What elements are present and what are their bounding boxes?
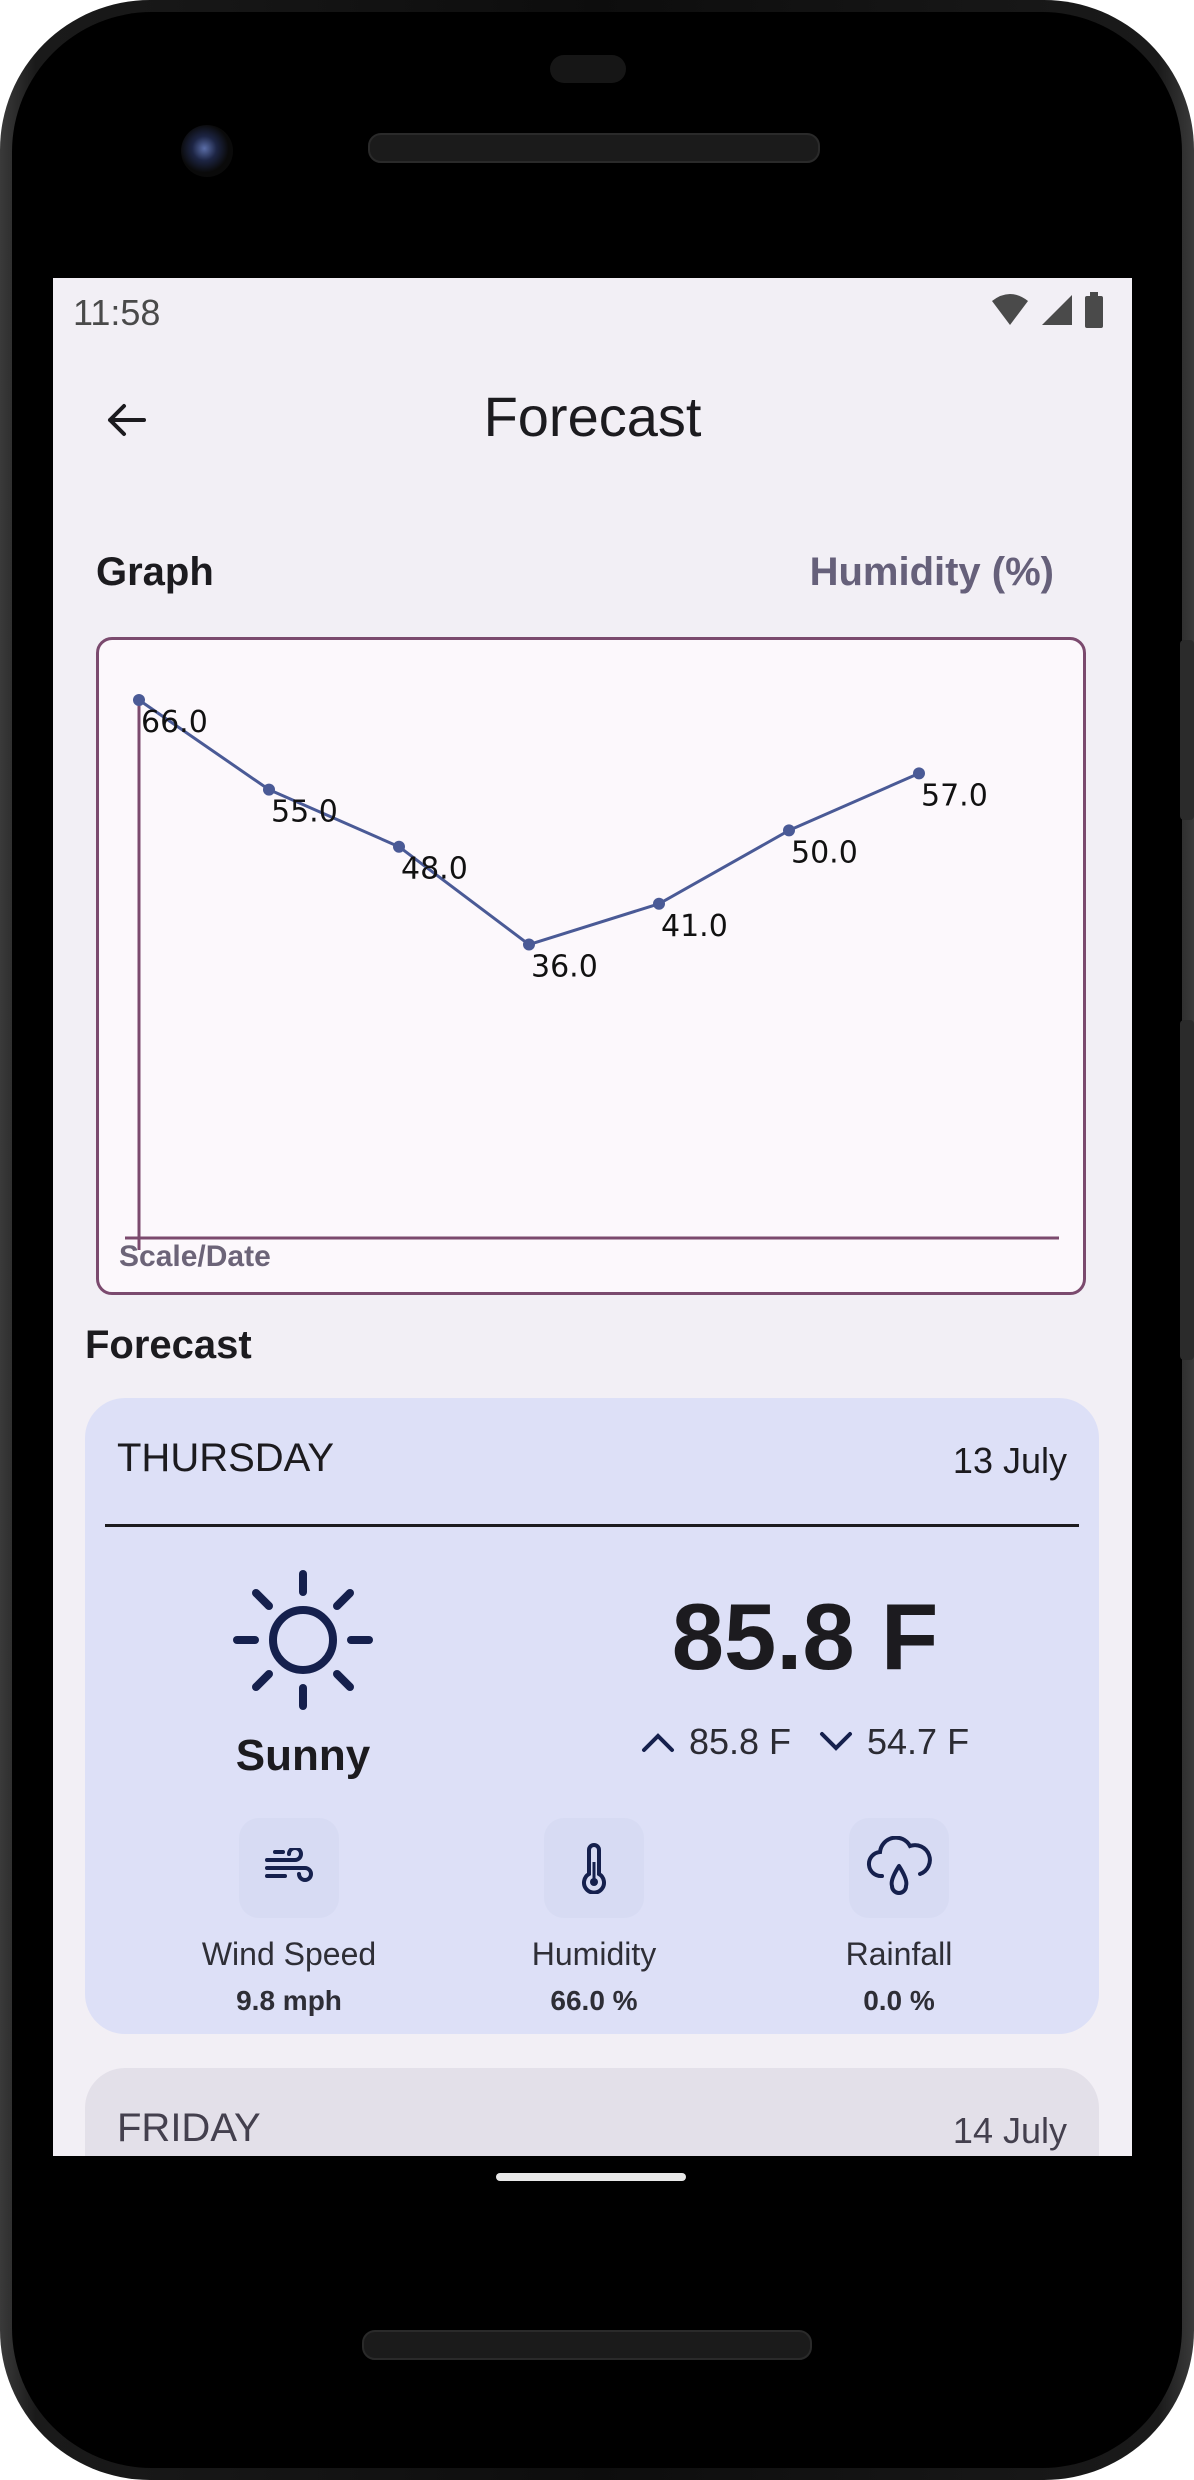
data-point xyxy=(133,694,145,706)
chart-canvas: 66.0 55.0 48.0 36.0 41.0 50.0 57.0 xyxy=(125,694,1059,1250)
page-title: Forecast xyxy=(483,385,702,448)
graph-label: Graph xyxy=(96,550,214,594)
stat-label: Humidity xyxy=(531,1936,657,1972)
card-date: 13 July xyxy=(952,1440,1067,1481)
stat-rainfall: Rainfall 0.0 % xyxy=(769,1818,1029,2017)
data-point xyxy=(263,783,275,796)
stat-value: 66.0 % xyxy=(550,1985,638,2016)
front-camera xyxy=(181,125,233,177)
app-bar: Forecast xyxy=(53,358,1132,478)
stat-wind-speed: Wind Speed 9.8 mph xyxy=(159,1818,419,2017)
data-point xyxy=(653,897,665,910)
sun-icon xyxy=(233,1570,373,1710)
arrow-back-icon xyxy=(108,404,146,436)
data-label: 55.0 xyxy=(271,795,338,830)
card-day: THURSDAY xyxy=(117,1436,335,1480)
data-point xyxy=(913,767,925,780)
low-temp: 54.7 F xyxy=(867,1721,970,1762)
power-button xyxy=(1180,1020,1194,1360)
stat-value: 0.0 % xyxy=(863,1985,935,2016)
battery-icon xyxy=(1085,292,1103,328)
volume-button xyxy=(1180,640,1194,820)
earpiece-speaker xyxy=(368,133,820,163)
rain-cloud-icon xyxy=(849,1818,949,1918)
high-low-temps: 85.8 F 54.7 F xyxy=(605,1721,1005,1763)
back-button[interactable] xyxy=(89,383,163,457)
wind-icon xyxy=(239,1818,339,1918)
thermometer-icon xyxy=(544,1818,644,1918)
forecast-heading: Forecast xyxy=(85,1323,252,1367)
status-bar: 11:58 xyxy=(53,278,1132,342)
data-label: 66.0 xyxy=(141,705,208,740)
graph-metric-selector[interactable]: Humidity (%) xyxy=(809,550,1054,594)
stat-label: Wind Speed xyxy=(201,1936,377,1972)
card-date: 14 July xyxy=(952,2110,1067,2151)
data-label: 48.0 xyxy=(401,852,468,887)
forecast-card-friday[interactable]: FRIDAY 14 July xyxy=(85,2068,1099,2156)
proximity-sensor xyxy=(550,55,626,83)
status-time: 11:58 xyxy=(73,292,161,333)
home-indicator[interactable] xyxy=(496,2173,686,2181)
chevron-down-icon xyxy=(820,1732,852,1751)
data-label: 36.0 xyxy=(531,950,598,985)
status-icons xyxy=(990,292,1104,328)
forecast-card-thursday[interactable]: THURSDAY 13 July Sunny 85.8 F xyxy=(85,1398,1099,2034)
bottom-speaker xyxy=(362,2330,812,2360)
chevron-up-icon xyxy=(641,1733,674,1752)
x-axis-label: Scale/Date xyxy=(119,1240,271,1273)
wifi-icon xyxy=(992,294,1028,325)
high-temp: 85.8 F xyxy=(688,1721,791,1762)
data-point xyxy=(783,824,795,837)
data-point xyxy=(523,938,535,951)
humidity-chart: 66.0 55.0 48.0 36.0 41.0 50.0 57.0 Scale/Date xyxy=(96,637,1086,1295)
humidity-series-line xyxy=(138,698,920,947)
data-label: 57.0 xyxy=(921,778,988,813)
data-label: 50.0 xyxy=(791,835,858,870)
current-temperature: 85.8 F xyxy=(671,1584,939,1689)
stat-label: Rainfall xyxy=(845,1936,953,1972)
screen: 11:58 Forecast Gra xyxy=(53,278,1132,2156)
stat-humidity: Humidity 66.0 % xyxy=(464,1818,724,2017)
data-point xyxy=(393,840,405,853)
card-divider xyxy=(105,1524,1079,1527)
stat-value: 9.8 mph xyxy=(236,1985,342,2016)
data-label: 41.0 xyxy=(661,909,728,944)
weather-condition: Sunny xyxy=(235,1731,371,1780)
card-day: FRIDAY xyxy=(117,2106,261,2150)
signal-icon xyxy=(1042,295,1072,325)
